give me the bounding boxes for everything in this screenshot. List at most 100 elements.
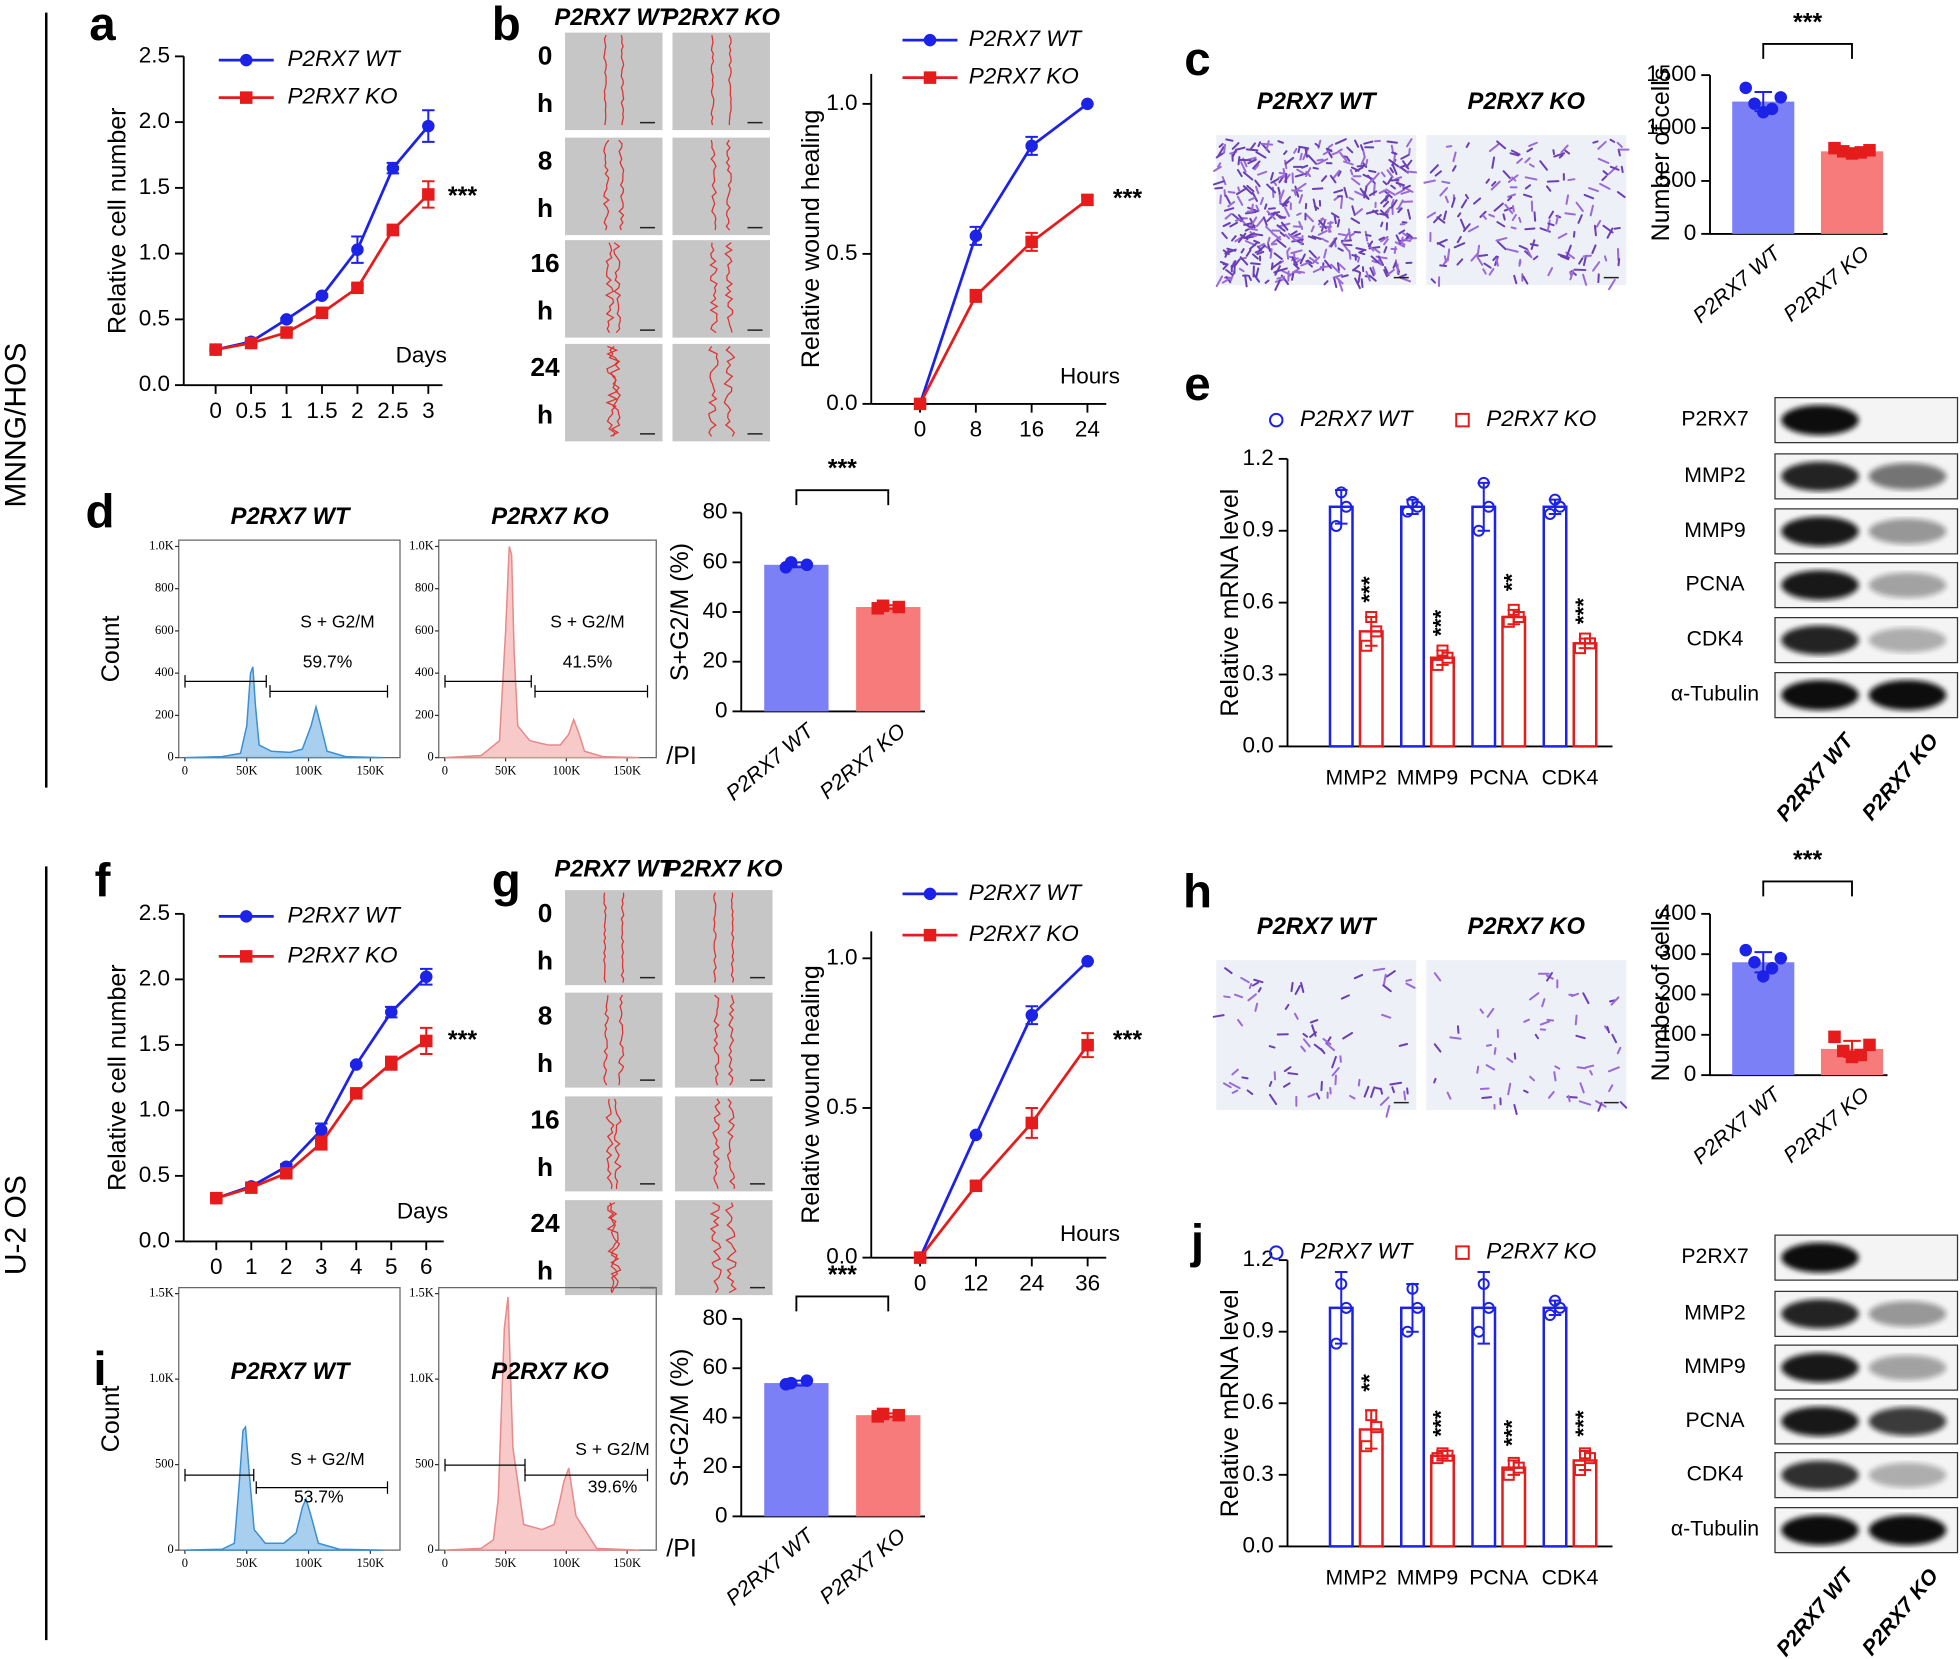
stained-cell [1338, 263, 1346, 271]
wound-edge [709, 1202, 722, 1293]
stained-cell [1293, 263, 1300, 270]
annotation: *** [1113, 185, 1142, 213]
stained-cell [1387, 268, 1395, 276]
stained-cell [1243, 232, 1255, 240]
stained-cell [1504, 203, 1514, 215]
stained-cell [1555, 214, 1560, 225]
significance: *** [1428, 610, 1453, 637]
stained-cell [1496, 140, 1507, 150]
annotation: *** [448, 182, 477, 210]
stained-cell [1620, 165, 1624, 174]
bar [764, 564, 829, 712]
y-tick-label: 0 [428, 1542, 434, 1556]
marker [1335, 1277, 1348, 1290]
x-tick-label: 5 [385, 1254, 398, 1279]
stained-cell [1333, 214, 1337, 225]
series-line [919, 1044, 1089, 1259]
wound-edge [713, 892, 717, 983]
time-unit: h [537, 399, 553, 429]
stained-cell [1433, 1077, 1437, 1084]
marker [422, 119, 435, 133]
marker [1472, 1325, 1485, 1338]
stained-cell [1588, 187, 1599, 193]
stained-cell [1565, 194, 1570, 205]
stained-cell [1370, 255, 1381, 265]
stained-cell [1486, 1007, 1495, 1018]
stained-cell [1548, 1090, 1555, 1099]
stained-cell [1379, 209, 1390, 219]
bar [764, 1383, 829, 1517]
y-tick-label: 1.0K [149, 538, 174, 552]
y-tick-label: 200 [155, 707, 174, 721]
stained-cell [1608, 1084, 1614, 1093]
stained-cell [1281, 196, 1291, 206]
stained-cell [1330, 237, 1338, 248]
significance: ** [1357, 1374, 1382, 1392]
wound-edge [603, 34, 607, 126]
stained-cell [1214, 186, 1224, 190]
stained-cell [1606, 227, 1614, 239]
stained-cell [1382, 984, 1392, 993]
y-axis-label: S+G2/M (%) [666, 1349, 694, 1487]
y-tick-label: 0.3 [1242, 660, 1273, 685]
stained-cell [1444, 195, 1449, 204]
panel-title: P2RX7 KO [491, 503, 609, 530]
stained-cell [1589, 1070, 1593, 1076]
stained-cell [1261, 142, 1274, 146]
x-tick-label: 150K [356, 763, 384, 777]
stained-cell [1300, 1045, 1306, 1053]
micrograph [672, 343, 770, 442]
stained-cell [1351, 205, 1356, 216]
stained-cell [1449, 1036, 1462, 1040]
stained-cell [1329, 174, 1337, 184]
stained-cell [1513, 1052, 1517, 1060]
stained-cell [1385, 188, 1396, 196]
y-axis-label: Relative mRNA level [1216, 489, 1244, 717]
stained-cell [1379, 1096, 1390, 1106]
marker [315, 306, 329, 320]
stained-cell [1476, 256, 1484, 266]
stained-cell [1253, 239, 1261, 244]
marker [1477, 1277, 1490, 1290]
y-tick-label: 0.6 [1242, 1389, 1273, 1414]
stained-cell [1330, 263, 1341, 274]
panel-label: e [1184, 358, 1210, 411]
wound-edge [724, 242, 734, 333]
stained-cell [1290, 249, 1303, 255]
stained-cell [1456, 258, 1464, 266]
stained-cell [1406, 138, 1413, 148]
stained-cell [1394, 241, 1406, 248]
series-line [215, 193, 430, 351]
marker [280, 326, 293, 339]
bar [1430, 656, 1455, 748]
stained-cell [1348, 196, 1355, 201]
stained-cell [1492, 255, 1498, 262]
stained-cell [1277, 174, 1287, 179]
stained-cell [1278, 175, 1285, 184]
wound-edge [710, 35, 715, 126]
stained-cell [1287, 232, 1298, 243]
legend-label: P2RX7 KO [1486, 1239, 1596, 1264]
stained-cell [1389, 1081, 1403, 1086]
stained-cell [1439, 187, 1449, 197]
x-axis-label: Days [396, 342, 447, 367]
stained-cell [1255, 204, 1260, 212]
stained-cell [1378, 236, 1386, 241]
stained-cell [1346, 146, 1354, 154]
stained-cell [1366, 242, 1375, 252]
legend-label: P2RX7 WT [1300, 406, 1415, 431]
stained-cell [1509, 152, 1520, 157]
stained-cell [1608, 278, 1616, 291]
y-tick-label: 600 [415, 623, 434, 637]
micrograph [1426, 135, 1627, 286]
x-tick-label: 150K [613, 1556, 641, 1570]
column-header: P2RX7 WT [554, 855, 675, 882]
marker [969, 1179, 983, 1193]
marker [420, 970, 433, 984]
stained-cell [1436, 216, 1446, 224]
stained-cell [1240, 248, 1245, 254]
stained-cell [1231, 235, 1237, 242]
panel-label: b [492, 0, 521, 51]
blot-band [1868, 627, 1947, 653]
stained-cell [1301, 164, 1309, 169]
